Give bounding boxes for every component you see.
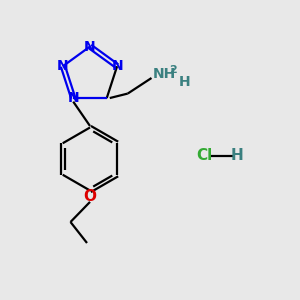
Text: NH: NH — [153, 67, 176, 80]
Text: 2: 2 — [169, 65, 177, 75]
Text: H: H — [231, 148, 243, 164]
Text: N: N — [68, 91, 79, 105]
Text: H: H — [178, 76, 190, 89]
Text: O: O — [83, 189, 97, 204]
Text: N: N — [84, 40, 96, 53]
Text: Cl: Cl — [196, 148, 212, 164]
Text: N: N — [57, 59, 69, 73]
Text: N: N — [111, 59, 123, 73]
